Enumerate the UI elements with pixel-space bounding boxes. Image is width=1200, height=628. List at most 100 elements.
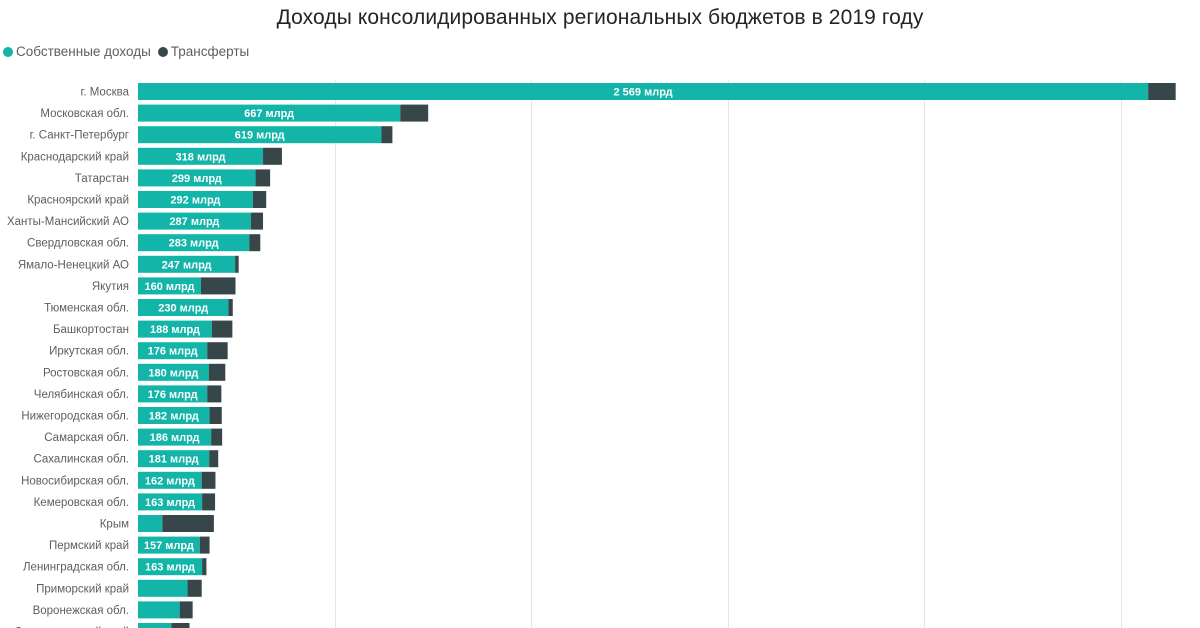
category-label: Челябинская обл. <box>34 389 129 401</box>
bar-transfers <box>252 191 267 208</box>
data-label: 180 млрд <box>148 367 198 379</box>
category-label: Самарская обл. <box>44 432 129 444</box>
category-label: Башкортостан <box>53 324 129 336</box>
category-label: Приморский край <box>36 583 129 595</box>
bar-transfers <box>263 147 282 165</box>
bar-transfers <box>207 342 228 360</box>
bar-transfers <box>209 407 222 424</box>
bar-own-revenue <box>138 601 180 619</box>
bar-transfers <box>211 428 223 446</box>
bar-own-revenue <box>138 234 250 252</box>
category-label: Воронежская обл. <box>33 605 129 617</box>
data-label: 176 млрд <box>148 346 198 358</box>
bar-transfers <box>250 212 264 230</box>
category-label: г. Москва <box>81 87 130 99</box>
category-label: Пермский край <box>49 540 129 552</box>
bar-own-revenue <box>138 147 264 165</box>
data-label: 186 млрд <box>150 432 200 444</box>
category-label: Якутия <box>92 281 129 293</box>
category-label: Ростовская обл. <box>43 367 129 379</box>
bar-own-revenue <box>138 169 256 187</box>
category-label: Татарстан <box>75 173 129 185</box>
bar-transfers <box>162 515 214 532</box>
data-label: 299 млрд <box>172 173 222 185</box>
bar-transfers <box>202 558 207 576</box>
data-label: 157 млрд <box>144 540 194 552</box>
bar-own-revenue <box>138 450 210 468</box>
data-label: 163 млрд <box>145 562 195 574</box>
legend-item-own-revenue[interactable]: Собственные доходы <box>3 44 151 59</box>
category-label: Нижегородская обл. <box>21 411 129 423</box>
category-label: Сахалинская обл. <box>33 454 129 466</box>
category-label: Свердловская обл. <box>27 238 129 250</box>
bar-own-revenue <box>138 83 1149 100</box>
bar-own-revenue <box>138 407 210 424</box>
data-label: 318 млрд <box>176 151 226 163</box>
bar-transfers <box>201 471 216 489</box>
data-label: 619 млрд <box>235 130 285 142</box>
bar-own-revenue <box>138 493 203 511</box>
bar-own-revenue <box>138 428 212 446</box>
bar-own-revenue <box>138 277 201 295</box>
bar-transfers <box>209 450 219 468</box>
bar-own-revenue <box>138 342 208 360</box>
bar-own-revenue <box>138 515 163 532</box>
data-label: 2 569 млрд <box>614 87 673 99</box>
bar-transfers <box>255 169 271 187</box>
bar-transfers <box>211 320 233 338</box>
category-label: Тюменская обл. <box>44 303 129 315</box>
bar-transfers <box>179 601 193 619</box>
bar-own-revenue <box>138 320 212 338</box>
bar-transfers <box>1148 83 1176 100</box>
bar-transfers <box>199 536 210 554</box>
bar-own-revenue <box>138 299 229 316</box>
bar-transfers <box>228 299 233 316</box>
data-label: 230 млрд <box>158 303 208 315</box>
bar-own-revenue <box>138 191 253 208</box>
bar-own-revenue <box>138 536 200 554</box>
bar-transfers <box>187 579 202 597</box>
bar-own-revenue <box>138 104 401 122</box>
bar-own-revenue <box>138 385 208 403</box>
legend-item-transfers[interactable]: Трансферты <box>157 44 250 59</box>
category-label: Краснодарский край <box>21 151 129 163</box>
bar-transfers <box>207 385 222 403</box>
category-label: Крым <box>100 519 129 531</box>
data-label: 667 млрд <box>244 108 294 120</box>
legend: Собственные доходы Трансферты <box>3 44 256 59</box>
data-label: 160 млрд <box>144 281 194 293</box>
data-label: 188 млрд <box>150 324 200 336</box>
legend-dot-transfers <box>157 46 168 57</box>
category-label: Ставропольский край <box>14 627 129 628</box>
category-label: Ленинградская обл. <box>23 562 129 574</box>
category-label: г. Санкт-Петербург <box>30 130 129 142</box>
legend-dot-own-revenue <box>3 46 13 57</box>
bar-own-revenue <box>138 126 382 144</box>
legend-label-own-revenue: Собственные доходы <box>16 44 151 59</box>
category-label: Кемеровская обл. <box>34 497 129 509</box>
bar-transfers <box>235 255 239 273</box>
data-label: 162 млрд <box>145 475 195 487</box>
bar-own-revenue <box>138 623 172 628</box>
bar-own-revenue <box>138 363 209 381</box>
bar-transfers <box>208 363 226 381</box>
category-label: Новосибирская обл. <box>21 475 129 487</box>
data-label: 163 млрд <box>145 497 195 509</box>
bar-transfers <box>171 623 190 628</box>
data-label: 247 млрд <box>162 259 212 271</box>
bar-transfers <box>400 104 429 122</box>
bar-transfers <box>249 234 261 252</box>
bar-own-revenue <box>138 558 203 576</box>
category-label: Ханты-Мансийский АО <box>7 216 129 228</box>
category-label: Ямало-Ненецкий АО <box>18 259 129 271</box>
category-label: Красноярский край <box>27 195 129 207</box>
legend-label-transfers: Трансферты <box>170 44 250 59</box>
chart-title: Доходы консолидированных региональных бю… <box>276 6 924 29</box>
bar-own-revenue <box>138 255 236 273</box>
bar-own-revenue <box>138 471 202 489</box>
data-label: 182 млрд <box>149 411 199 423</box>
data-label: 287 млрд <box>169 216 219 228</box>
category-label: Московская обл. <box>40 108 129 120</box>
data-label: 176 млрд <box>148 389 198 401</box>
bar-own-revenue <box>138 579 188 597</box>
